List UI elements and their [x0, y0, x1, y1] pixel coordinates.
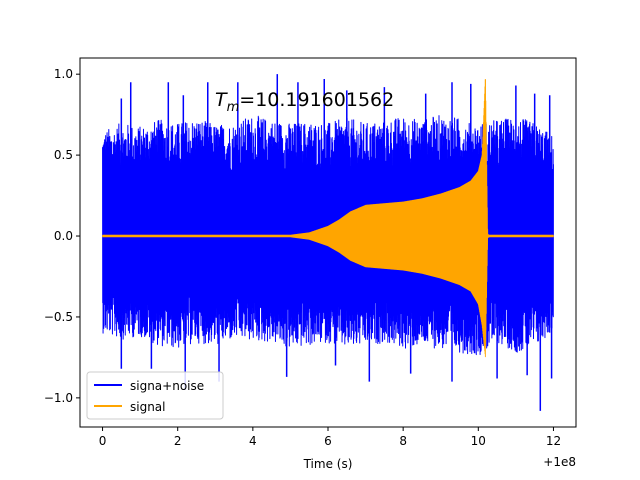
series-line-signal [102, 79, 554, 358]
y-axis: 1.0 0.5 0.0 −0.5 −1.0 [44, 67, 80, 405]
x-offset-label: +1e8 [543, 455, 576, 469]
x-tick-label: 0 [99, 434, 107, 448]
y-tick-label: 0.5 [54, 148, 73, 162]
x-axis-label: Time (s) [303, 457, 353, 471]
x-tick-label: 2 [174, 434, 182, 448]
legend-label-signal: signal [130, 400, 166, 414]
x-tick-label: 10 [471, 434, 486, 448]
legend-box [86, 371, 224, 420]
legend-label-signa-noise: signa+noise [130, 379, 204, 393]
x-tick-label: 12 [546, 434, 561, 448]
x-tick-label: 4 [249, 434, 257, 448]
y-tick-label: −0.5 [44, 310, 73, 324]
plot-area [102, 74, 554, 411]
y-tick-label: −1.0 [44, 391, 73, 405]
legend: signa+noise signal [86, 371, 224, 420]
x-tick-label: 8 [399, 434, 407, 448]
annotation-text: Tm=10.191601562 [215, 89, 394, 115]
x-axis: 0 2 4 6 8 10 12 [99, 427, 561, 448]
x-tick-label: 6 [324, 434, 332, 448]
y-tick-label: 0.0 [54, 229, 73, 243]
y-tick-label: 1.0 [54, 67, 73, 81]
